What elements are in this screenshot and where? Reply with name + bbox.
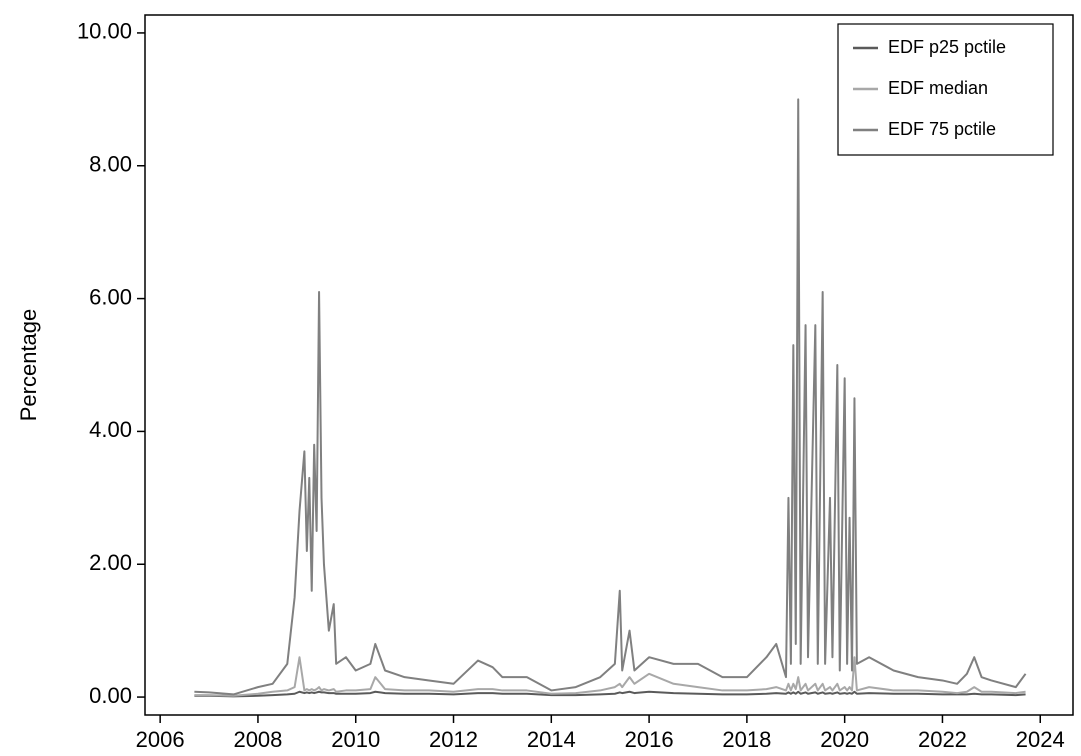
plot-frame <box>144 14 1074 716</box>
x-tick-label: 2008 <box>233 727 282 752</box>
legend-label: EDF 75 pctile <box>888 119 996 139</box>
legend-label: EDF p25 pctile <box>888 37 1006 57</box>
x-tick-label: 2018 <box>722 727 771 752</box>
x-tick-label: 2020 <box>820 727 869 752</box>
series-line <box>194 690 1026 698</box>
x-tick-label: 2006 <box>136 727 185 752</box>
y-tick-label: 2.00 <box>89 550 132 575</box>
y-tick-label: 4.00 <box>89 417 132 442</box>
x-tick-label: 2016 <box>625 727 674 752</box>
x-tick-label: 2012 <box>429 727 478 752</box>
x-tick-label: 2014 <box>527 727 576 752</box>
x-tick-label: 2024 <box>1016 727 1065 752</box>
series-line <box>194 656 1026 697</box>
legend-label: EDF median <box>888 78 988 98</box>
x-tick-label: 2022 <box>918 727 967 752</box>
y-tick-label: 0.00 <box>89 683 132 708</box>
series-line <box>194 98 1027 696</box>
x-tick-label: 2010 <box>331 727 380 752</box>
y-tick-label: 6.00 <box>89 284 132 309</box>
y-axis-label: Percentage <box>16 309 41 422</box>
y-tick-label: 10.00 <box>77 19 132 44</box>
y-tick-label: 8.00 <box>89 152 132 177</box>
